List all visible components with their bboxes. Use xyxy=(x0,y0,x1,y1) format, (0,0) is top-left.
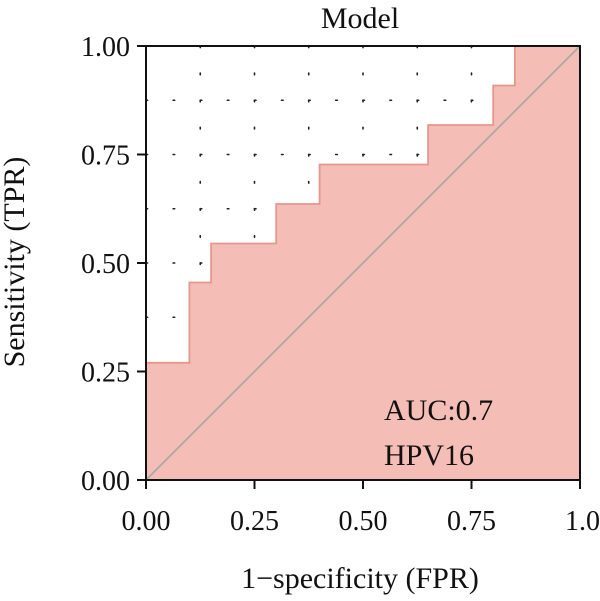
roc-curve xyxy=(145,45,580,480)
x-tick-label: 0.00 xyxy=(122,506,171,537)
reference-diagonal xyxy=(145,45,581,481)
x-tick-label: 0.50 xyxy=(339,506,388,537)
x-tick-label: 0.75 xyxy=(447,506,496,537)
y-tick-label: 0.50 xyxy=(81,249,130,280)
plot-frame xyxy=(145,45,581,481)
chart-title: Model xyxy=(321,2,399,35)
x-axis-title: 1−specificity (FPR) xyxy=(241,562,479,595)
y-tick-label: 0.00 xyxy=(81,466,130,497)
y-tick-label: 0.25 xyxy=(81,358,130,389)
series-layer xyxy=(145,45,581,481)
y-axis-title: Sensitivity (TPR) xyxy=(0,157,31,368)
ticks-layer: 0.00 0.25 0.50 0.75 1.0 0.00 0.25 0.50 0.75 1.00 xyxy=(81,32,600,537)
x-tick-label: 0.25 xyxy=(230,506,279,537)
group-annotation: HPV16 xyxy=(384,439,474,472)
auc-annotation: AUC:0.7 xyxy=(384,394,493,427)
x-tick-label: 1.0 xyxy=(565,506,600,537)
y-tick-label: 0.75 xyxy=(81,141,130,172)
y-tick-label: 1.00 xyxy=(81,32,130,63)
